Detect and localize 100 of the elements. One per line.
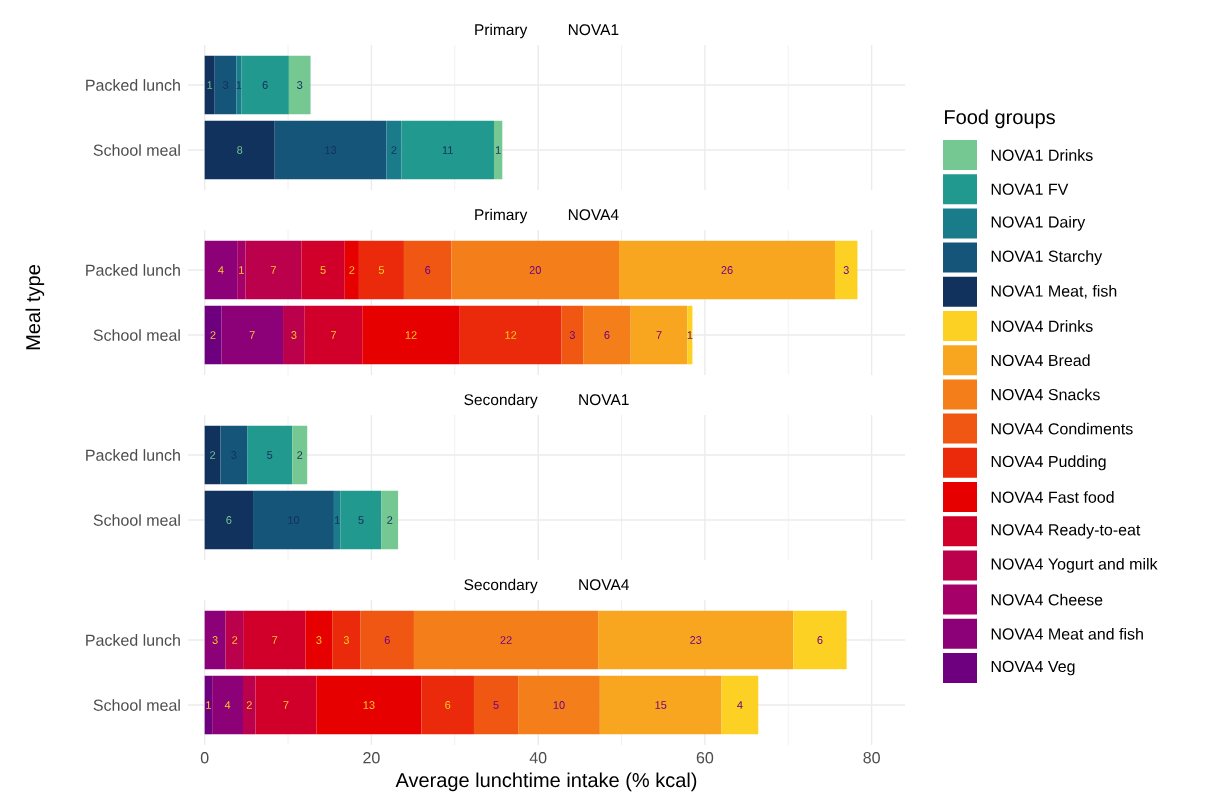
legend-label: NOVA4 Veg [991,660,1075,676]
y-tick-label: School meal [93,329,180,341]
x-axis-title: Average lunchtime intake (% kcal) [395,772,697,792]
data-label: 7 [283,701,289,709]
bar [598,610,794,670]
data-label: 3 [316,636,322,644]
data-label: 8 [237,146,243,154]
bar [493,120,503,180]
legend-label: NOVA1 Starchy [991,250,1103,266]
bar [421,675,474,735]
bar [274,120,387,180]
legend-label: NOVA1 Meat, fish [991,284,1117,299]
data-label: 1 [239,266,244,274]
bar [340,490,382,550]
data-label: 12 [505,331,517,339]
data-label: 2 [297,451,303,459]
bar [204,120,275,180]
bar [305,610,333,670]
data-label: 2 [210,451,216,459]
bar [243,675,256,735]
data-label: 5 [358,516,364,524]
bar [253,490,334,550]
y-tick-label: School meal [93,514,180,526]
data-label: 6 [425,266,431,274]
data-label: 4 [218,266,224,274]
data-label: 5 [320,266,326,274]
bar [599,675,722,735]
bar [793,610,847,670]
data-label: 1 [335,516,340,524]
chart-subtitle: NOVA4 [579,579,629,591]
bar [245,240,302,300]
bar [301,240,345,300]
y-tick-label: Packed lunch [86,79,180,91]
chart-title: Secondary [464,578,538,594]
bar [247,425,293,485]
x-tick-label: 80 [863,752,880,764]
bar [362,305,460,365]
y-tick-label: Packed lunch [86,634,180,646]
data-label: 15 [655,701,667,709]
chart-title: Primary [475,23,528,39]
y-tick-label: Packed lunch [86,264,180,276]
data-label: 2 [210,331,216,339]
bar [332,610,361,670]
bar [386,120,402,180]
data-label: 6 [817,636,823,644]
legend-label: NOVA1 Dairy [991,215,1086,231]
y-axis-title: Meal type [25,265,45,350]
bar [241,55,289,115]
data-label: 3 [343,636,349,644]
data-label: 2 [387,516,393,524]
bar [292,425,308,485]
bar [401,120,494,180]
bar [360,610,414,670]
bar [204,425,221,485]
bar [333,490,341,550]
bar [518,675,600,735]
data-label: 7 [270,266,276,274]
bar [236,55,242,115]
bar [619,240,835,300]
data-label: 2 [391,146,397,154]
bar [561,305,584,365]
data-label: 2 [349,266,355,274]
bar [630,305,688,365]
bar [214,55,237,115]
data-label: 22 [500,636,512,644]
data-label: 4 [224,701,231,709]
bar [687,305,693,365]
chart-subtitle: NOVA1 [568,24,619,36]
bar [204,610,226,670]
data-label: 6 [384,636,390,644]
legend-label: NOVA4 Pudding [991,455,1106,471]
bar [212,675,244,735]
bar [413,610,599,670]
legend-label: NOVA1 FV [991,183,1069,195]
data-label: 1 [206,701,211,709]
chart-subtitle: NOVA1 [579,394,629,406]
bar [288,55,311,115]
chart-title: Secondary [464,393,538,409]
y-tick-label: School meal [93,144,180,156]
data-label: 1 [207,81,213,89]
bar [583,305,631,365]
data-label: 5 [267,451,273,459]
bar [358,240,404,300]
bar [473,675,519,735]
data-label: 7 [272,636,278,644]
data-label: 3 [291,331,297,339]
legend-title: Food groups [945,109,1055,129]
legend-label: NOVA4 Drinks [991,320,1093,332]
data-label: 6 [262,81,268,89]
legend-label: NOVA4 Snacks [991,388,1100,401]
data-label: 7 [249,331,255,339]
bar [204,55,215,115]
legend-label: NOVA4 Yogurt and milk [991,557,1158,573]
data-label: 7 [656,331,662,339]
bar [204,305,222,365]
legend-label: NOVA4 Ready-to-eat [991,523,1141,539]
y-tick-label: School meal [93,699,180,711]
data-label: 13 [363,701,375,709]
data-label: 20 [529,266,541,274]
data-label: 11 [442,146,453,154]
